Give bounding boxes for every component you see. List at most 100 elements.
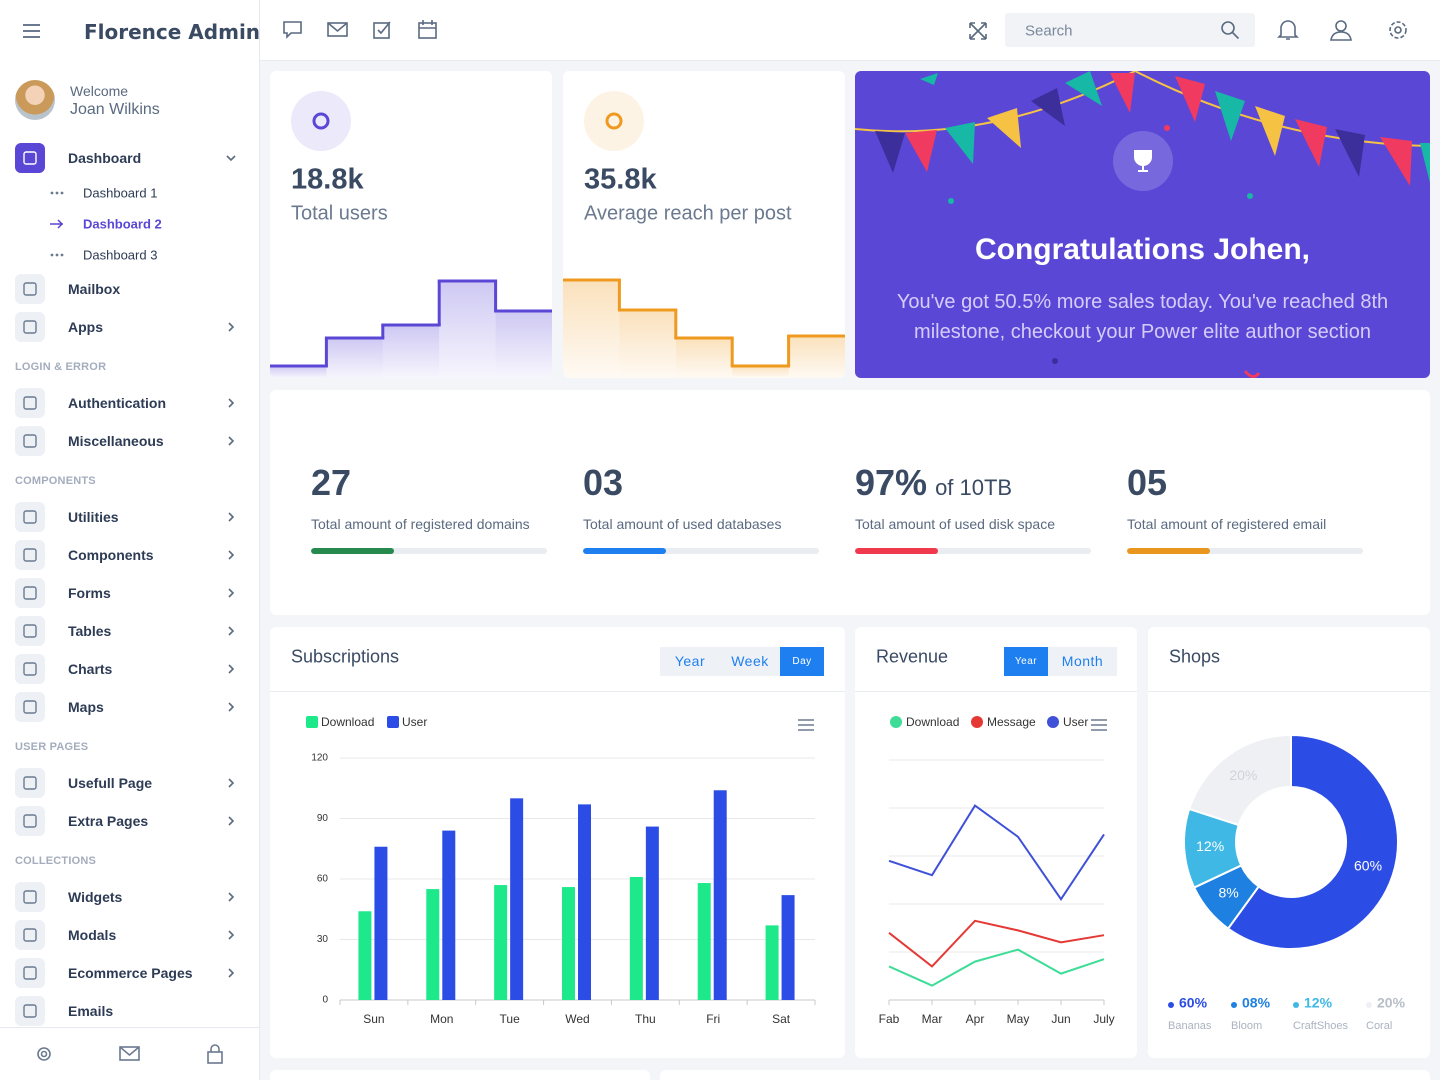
settings-icon[interactable] [34,1044,54,1064]
menu-icon[interactable] [15,996,45,1026]
menu-item[interactable]: Maps [68,699,104,715]
submenu-item[interactable]: Dashboard 1 [83,185,158,201]
menu-item[interactable]: Ecommerce Pages [68,965,193,981]
menu-icon[interactable] [15,616,45,646]
chevron [228,816,235,826]
x-tick-label: Apr [966,1012,985,1026]
card [660,1070,1430,1080]
chevron [228,322,235,332]
menu-item[interactable]: Modals [68,927,117,943]
menu-icon[interactable] [15,274,45,304]
menu-item[interactable]: Charts [68,661,113,677]
menu-item[interactable]: Apps [68,319,103,335]
menu-icon[interactable] [15,502,45,532]
x-tick-label: July [1093,1012,1114,1026]
menu-icon[interactable] [15,882,45,912]
toggle-button[interactable]: Week [720,647,780,676]
menu-icon[interactable] [15,692,45,722]
menu-icon[interactable] [15,312,45,342]
menu-item[interactable]: Usefull Page [68,775,153,791]
toggle-button[interactable]: Day [780,647,824,676]
chevron-path [228,702,235,712]
menu-item[interactable]: Utilities [68,509,119,525]
settings-icon[interactable] [1386,18,1410,42]
chat-icon[interactable] [282,19,304,41]
menu-item[interactable]: Mailbox [68,281,121,297]
tasks-icon[interactable] [372,19,394,41]
chart-svg: 60% 8% 12% 20% 60% Bananas 08% Bloom 12% CraftSho… [1168,733,1406,1032]
bar [578,804,591,1000]
fullscreen-icon[interactable] [968,21,988,41]
icon-glyph [23,1004,37,1018]
sidebar-footer [0,1027,259,1080]
avatar[interactable] [15,80,55,120]
menu-icon[interactable] [15,654,45,684]
y-tick-label: 30 [317,934,329,945]
chevron [228,550,235,560]
icon [23,320,37,334]
submenu-item[interactable]: Dashboard 2 [83,216,162,232]
icon [23,586,37,600]
menu-icon[interactable] [15,540,45,570]
user-icon[interactable] [1329,18,1353,42]
chevron-path [228,322,235,332]
menu-icon[interactable] [15,388,45,418]
menu-icon[interactable] [15,143,45,173]
submenu-item[interactable]: Dashboard 3 [83,247,158,263]
menu-item[interactable]: Components [68,547,154,563]
menu-item[interactable]: Widgets [68,889,123,905]
metrics-card: 27 Total amount of registered domains 03 To… [270,390,1430,615]
stat-icon [605,112,623,130]
x-tick-label: Sat [772,1012,791,1026]
menu-icon[interactable] [15,806,45,836]
x-tick-label: Mon [430,1012,453,1026]
menu-item[interactable]: Miscellaneous [68,433,164,449]
x-tick-label: Fri [706,1012,720,1026]
mail-icon[interactable] [119,1045,141,1063]
menu-item[interactable]: Extra Pages [68,813,149,829]
menu-item[interactable]: Dashboard [68,150,142,166]
search-icon[interactable] [1220,20,1240,40]
icon-glyph [23,890,37,904]
menu-icon[interactable] [15,920,45,950]
search-box[interactable]: Search [1005,13,1255,47]
calendar-icon[interactable] [417,19,439,41]
topbar: Search [260,0,1440,61]
menu-toggle[interactable] [22,22,42,40]
icon [23,700,37,714]
chevron [226,155,236,162]
legend-value: 12% [1304,995,1333,1011]
menu-item[interactable]: Authentication [68,395,166,411]
mail-icon[interactable] [327,21,349,39]
menu-item[interactable]: Forms [68,585,111,601]
stat-label: Average reach per post [584,202,792,225]
icon-glyph [23,966,37,980]
x-tick-label: Tue [500,1012,521,1026]
progress-track [311,548,547,554]
chevron-path [228,778,235,788]
icon-glyph [23,282,37,296]
menu-icon[interactable] [15,426,45,456]
spark-area [270,366,327,378]
menu-item[interactable]: Tables [68,623,112,639]
metric-value: 97% [855,462,928,503]
icon [23,890,37,904]
notifications-icon[interactable] [1277,18,1299,42]
divider [855,691,1137,692]
toggle-button[interactable]: Year [1004,647,1048,676]
menu-icon[interactable] [15,578,45,608]
spark-area [382,325,440,378]
toggle-button[interactable]: Month [1048,647,1117,676]
menu-icon[interactable] [15,768,45,798]
toggle-button[interactable]: Year [660,647,720,676]
menu-icon[interactable] [15,958,45,988]
chevron-path [226,155,236,162]
slice-label: 20% [1229,767,1257,783]
icon-glyph [23,320,37,334]
dots-icon [50,253,64,257]
bar [713,790,727,1000]
card-title: Subscriptions [291,646,400,667]
progress-track [855,548,1091,554]
lock-icon[interactable] [206,1043,224,1065]
menu-item[interactable]: Emails [68,1003,114,1019]
